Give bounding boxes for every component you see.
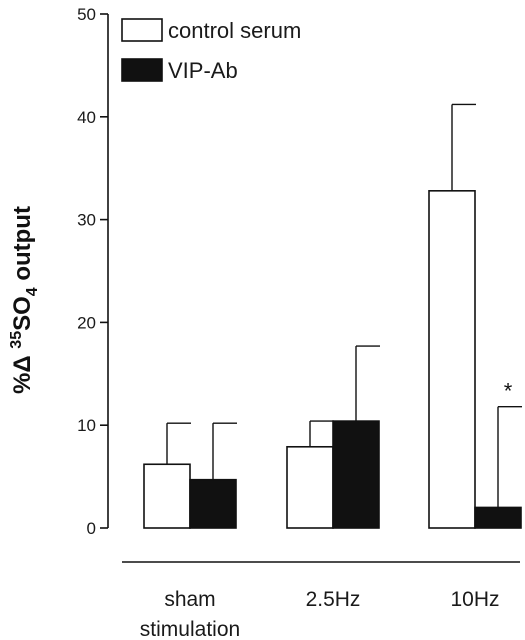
bar-vip-ab [332, 420, 380, 529]
x-tick-label: stimulation [140, 618, 240, 640]
legend-label: VIP-Ab [168, 58, 238, 83]
bars [143, 103, 522, 529]
x-tick-label: 10Hz [450, 588, 499, 611]
legend: control serum VIP-Ab [121, 18, 301, 83]
labels: %Δ 35SO4 output * sham stimulation 2.5Hz 10Hz [8, 206, 513, 640]
axes: 0 10 20 30 40 50 [77, 5, 520, 563]
y-axis-label-prefix: %Δ [9, 349, 36, 394]
significance-asterisk: * [504, 379, 513, 404]
bar-vip-ab [189, 478, 237, 529]
y-axis-label-superscript: 35 [8, 331, 25, 349]
y-tick-label: 30 [77, 211, 96, 230]
y-axis-label-main: SO [9, 296, 36, 331]
y-tick-label: 40 [77, 108, 96, 127]
y-tick-label: 0 [87, 519, 96, 538]
bar-control-serum [286, 445, 334, 529]
legend-swatch-vip-ab [121, 58, 163, 82]
x-tick-label: sham [164, 588, 215, 611]
y-tick-label: 10 [77, 416, 96, 435]
y-tick-label: 50 [77, 5, 96, 24]
y-axis-label-suffix: output [9, 206, 36, 287]
bar-control-serum [428, 190, 476, 529]
y-axis-label: %Δ 35SO4 output [8, 206, 41, 394]
y-tick-label: 20 [77, 313, 96, 332]
bar-vip-ab [474, 506, 522, 529]
legend-label: control serum [168, 18, 301, 43]
legend-swatch-control-serum [121, 18, 163, 42]
y-axis-label-subscript: 4 [24, 287, 41, 296]
x-tick-label: 2.5Hz [306, 588, 361, 611]
bar-control-serum [143, 463, 191, 529]
